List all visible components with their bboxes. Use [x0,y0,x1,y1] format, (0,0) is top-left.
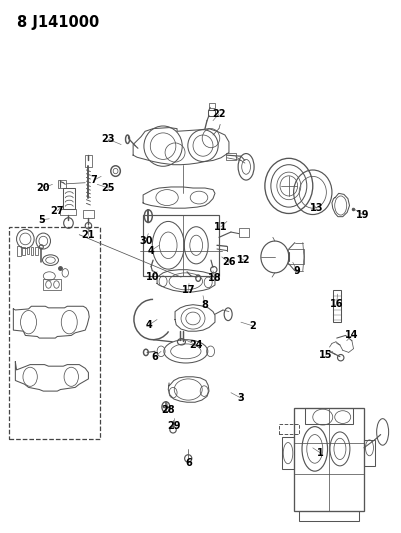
Bar [298,512,358,521]
Text: 2: 2 [249,321,255,331]
Text: 29: 29 [167,421,180,431]
Text: 4: 4 [147,246,154,256]
Bar [22,247,25,255]
Bar [8,227,100,439]
Bar [209,103,215,109]
Bar [363,440,374,466]
Text: 16: 16 [329,298,342,309]
Text: 12: 12 [237,255,250,265]
Text: 21: 21 [81,230,95,240]
Bar [26,247,29,254]
Bar [17,246,20,256]
Bar [278,424,298,433]
Bar [304,408,352,424]
Text: 20: 20 [36,183,50,193]
Text: 13: 13 [309,203,323,213]
Text: 9: 9 [293,266,300,276]
Text: 14: 14 [344,330,358,341]
Text: 8 J141000: 8 J141000 [17,14,99,30]
Text: 22: 22 [212,109,225,119]
Text: 3: 3 [237,393,244,403]
Text: 1: 1 [317,448,323,458]
Text: 5: 5 [38,215,45,225]
Text: 26: 26 [222,257,235,267]
Text: 19: 19 [355,209,369,220]
Bar [238,228,248,237]
Bar [208,110,215,116]
Text: 25: 25 [101,183,115,193]
Text: 17: 17 [181,285,194,295]
Text: 24: 24 [189,340,203,350]
Text: 28: 28 [161,405,175,415]
Text: 18: 18 [208,273,221,283]
Text: 15: 15 [318,350,332,360]
Bar [85,155,91,167]
Bar [60,209,76,215]
Text: 27: 27 [51,206,64,216]
Bar [83,211,93,217]
Text: 6: 6 [185,458,192,467]
Bar [281,437,293,469]
Bar [35,247,38,255]
Text: 30: 30 [139,236,152,246]
Bar [58,180,66,188]
Text: 6: 6 [151,352,158,361]
Bar [225,152,235,160]
Text: 23: 23 [101,134,115,144]
Bar [332,290,340,322]
Bar [63,188,75,209]
Text: 4: 4 [146,320,152,330]
Bar [43,279,61,290]
Text: 7: 7 [90,175,97,185]
Bar [287,249,303,264]
Bar [293,408,363,512]
Text: 8: 8 [201,300,208,310]
Text: 10: 10 [145,272,159,282]
Bar [143,215,219,276]
Bar [30,247,33,255]
Text: 11: 11 [214,222,227,232]
